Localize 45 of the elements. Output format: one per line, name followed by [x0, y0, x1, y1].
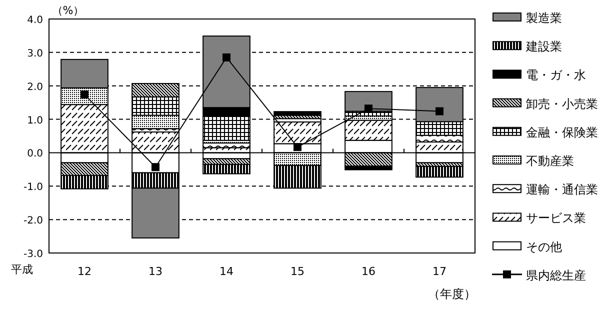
- text: 平成: [11, 263, 33, 276]
- bar: [202, 158, 250, 165]
- legend-label: 金融・保険業: [526, 125, 598, 140]
- legend-label: 電・ガ・水: [526, 68, 586, 82]
- y-tick-label: 2.0: [27, 82, 43, 93]
- y-tick-label: 4.0: [27, 15, 43, 26]
- legend-label: サービス業: [526, 211, 586, 226]
- x-tick-label: 17: [432, 265, 446, 278]
- y-tick-label: -1.0: [23, 182, 43, 194]
- bar: [416, 166, 464, 178]
- y-tick-label: -3.0: [23, 249, 43, 260]
- point: [364, 104, 372, 113]
- x-tick-label: 13: [148, 265, 162, 278]
- legend-label: 不動産業: [526, 154, 574, 168]
- bar: [416, 121, 464, 136]
- y-tick-label: 1.0: [27, 115, 43, 126]
- bar: [202, 164, 250, 174]
- legend-label: 運輸・通信業: [526, 182, 598, 197]
- bar: [344, 120, 392, 141]
- y-tick-label: -2.0: [23, 216, 43, 227]
- point: [222, 53, 230, 62]
- bar: [274, 111, 322, 116]
- x-tick-label: 15: [290, 265, 304, 278]
- legend-label: 建設業: [525, 40, 562, 54]
- x-tick-label: 16: [362, 265, 376, 278]
- point: [436, 107, 444, 116]
- legend-label: 卸売・小売業: [526, 96, 598, 111]
- bar: [60, 162, 108, 176]
- bar: [344, 166, 392, 170]
- point: [294, 143, 302, 152]
- legend-label: 県内総生産: [526, 268, 586, 282]
- x-axis-title: （年度）: [428, 287, 476, 301]
- point: [152, 163, 160, 172]
- point: [80, 90, 88, 99]
- legend-label: 製造業: [526, 11, 562, 25]
- x-tick-label: 12: [78, 265, 92, 278]
- legend-label: その他: [526, 240, 562, 254]
- y-tick-label: 3.0: [27, 48, 43, 60]
- x-tick-label: 14: [220, 265, 234, 278]
- bar: [274, 121, 322, 144]
- bar: [202, 107, 250, 117]
- bar: [132, 96, 180, 116]
- bar: [344, 91, 392, 112]
- y-tick-label: 0.0: [27, 148, 43, 160]
- y-axis-title: （%）: [52, 4, 84, 17]
